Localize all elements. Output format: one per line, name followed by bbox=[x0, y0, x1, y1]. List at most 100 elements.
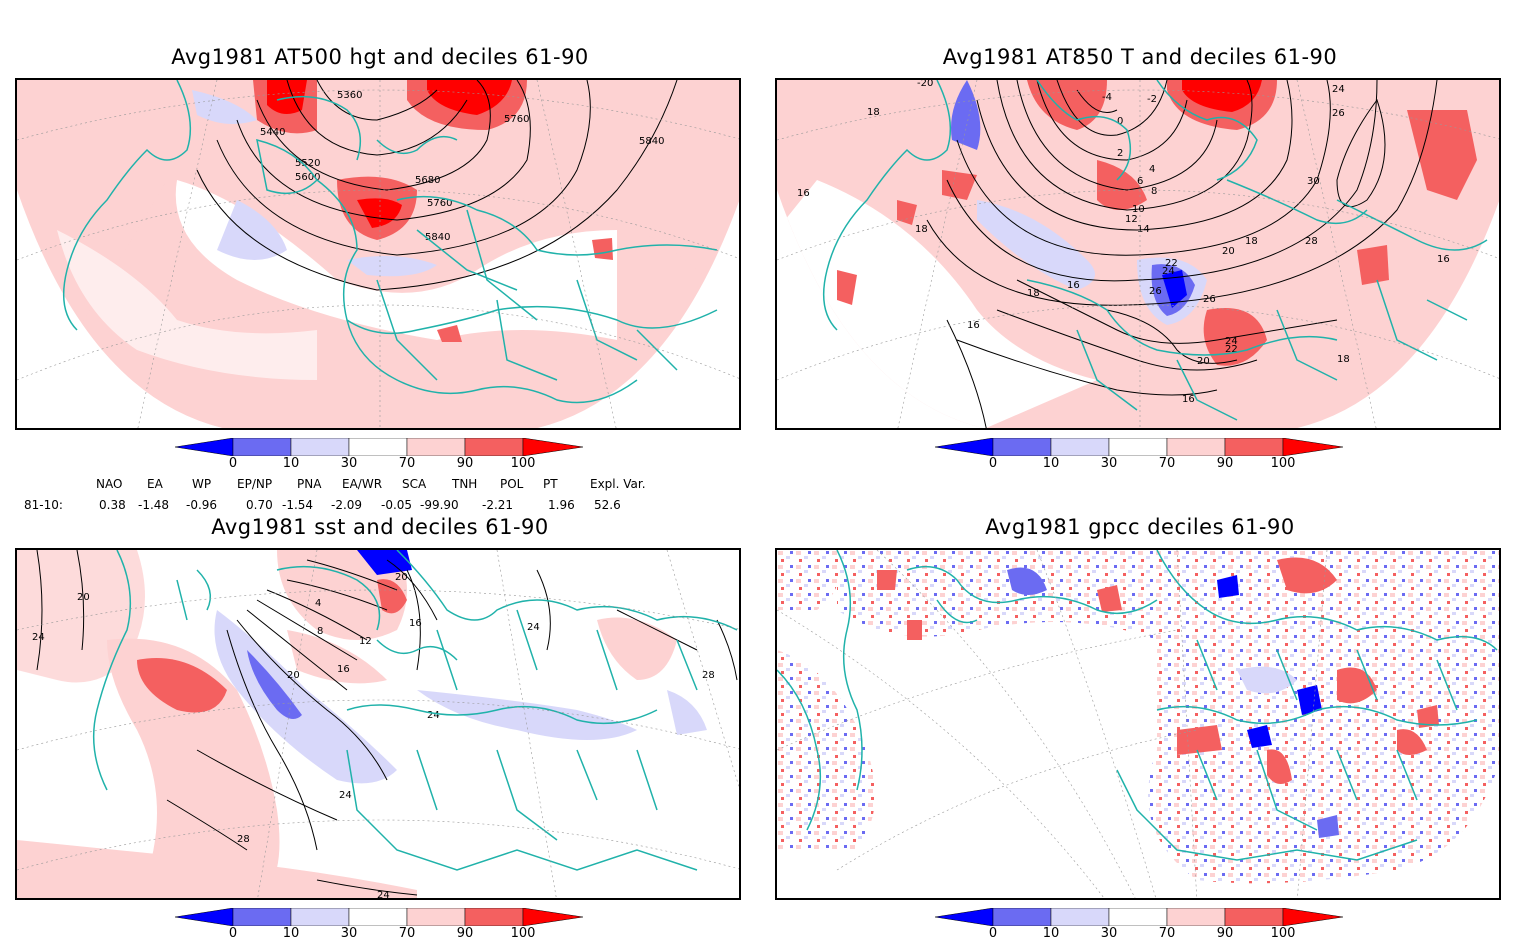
index-header: PNA bbox=[297, 477, 322, 491]
contour-label: 12 bbox=[359, 636, 372, 647]
panel-title-at500: Avg1981 AT500 hgt and deciles 61-90 bbox=[171, 45, 589, 69]
index-value: -99.90 bbox=[420, 498, 459, 512]
contour-label: 5360 bbox=[337, 90, 362, 101]
index-value: -0.05 bbox=[381, 498, 413, 512]
map-gpcc bbox=[775, 548, 1501, 900]
contour-label: 16 bbox=[1182, 394, 1195, 405]
index-header: SCA bbox=[402, 477, 427, 491]
contour-label: 28 bbox=[702, 670, 715, 681]
contour-label: 22 bbox=[1225, 344, 1238, 355]
colorbar-label: 30 bbox=[1100, 456, 1118, 471]
contour-label: 5680 bbox=[415, 175, 440, 186]
colorbar-label: 70 bbox=[398, 926, 416, 941]
index-header: TNH bbox=[452, 477, 478, 491]
index-header: NAO bbox=[96, 477, 123, 491]
contour-label: 16 bbox=[797, 188, 810, 199]
index-value: -0.96 bbox=[186, 498, 218, 512]
colorbar-label: 30 bbox=[340, 926, 358, 941]
index-header: PT bbox=[543, 477, 558, 491]
contour-label: 14 bbox=[1137, 224, 1150, 235]
contour-label: 5520 bbox=[295, 158, 320, 169]
contour-label: -20 bbox=[917, 80, 933, 89]
contour-label: 30 bbox=[1307, 176, 1320, 187]
contour-label: 18 bbox=[867, 107, 880, 118]
index-header: POL bbox=[500, 477, 524, 491]
colorbar-at500: 0 10 30 70 90 100 bbox=[175, 438, 595, 478]
colorbar-sst: 0 10 30 70 90 100 bbox=[175, 908, 595, 948]
contour-label: 8 bbox=[1151, 186, 1157, 197]
panel-title-at850: Avg1981 AT850 T and deciles 61-90 bbox=[942, 45, 1338, 69]
contour-label: 18 bbox=[1027, 288, 1040, 299]
contour-label: 5440 bbox=[260, 127, 285, 138]
contour-label: 18 bbox=[1245, 236, 1258, 247]
contour-label: 24 bbox=[377, 890, 390, 900]
colorbar-label: 10 bbox=[1042, 456, 1060, 471]
index-row-label: 81-10: bbox=[24, 498, 63, 512]
colorbar-label: 0 bbox=[228, 926, 238, 941]
colorbar-label: 100 bbox=[1270, 456, 1296, 471]
contour-label: 5840 bbox=[639, 136, 664, 147]
contour-label: 24 bbox=[339, 790, 352, 801]
index-header: WP bbox=[192, 477, 212, 491]
colorbar-label: 10 bbox=[282, 456, 300, 471]
colorbar-label: 0 bbox=[988, 926, 998, 941]
contour-label: 26 bbox=[1149, 286, 1162, 297]
index-value: 0.70 bbox=[246, 498, 273, 512]
colorbar-label: 100 bbox=[1270, 926, 1296, 941]
contour-label: 0 bbox=[1117, 116, 1123, 127]
index-value: -2.09 bbox=[331, 498, 363, 512]
contour-label: 20 bbox=[395, 572, 408, 583]
contour-label: 28 bbox=[237, 834, 250, 845]
colorbar-label: 90 bbox=[456, 926, 474, 941]
contour-label: 18 bbox=[915, 224, 928, 235]
contour-label: 22 bbox=[1165, 258, 1178, 269]
index-value: -2.21 bbox=[482, 498, 514, 512]
contour-label: 16 bbox=[337, 664, 350, 675]
index-header: EP/NP bbox=[237, 477, 273, 491]
map-at500: 5360 5440 5520 5600 5680 5760 5760 5840 … bbox=[15, 78, 741, 430]
contour-label: 26 bbox=[1332, 108, 1345, 119]
contour-label: 26 bbox=[1203, 294, 1216, 305]
contour-label: 8 bbox=[317, 626, 323, 637]
contour-label: 24 bbox=[1332, 84, 1345, 95]
contour-label: 12 bbox=[1125, 214, 1138, 225]
contour-label: 5760 bbox=[427, 198, 452, 209]
colorbar-label: 70 bbox=[398, 456, 416, 471]
colorbar-label: 30 bbox=[1100, 926, 1118, 941]
index-value: 0.38 bbox=[99, 498, 126, 512]
contour-label: 24 bbox=[527, 622, 540, 633]
panel-title-sst: Avg1981 sst and deciles 61-90 bbox=[211, 515, 549, 539]
colorbar-label: 0 bbox=[988, 456, 998, 471]
contour-label: 18 bbox=[1337, 354, 1350, 365]
contour-label: 16 bbox=[1437, 254, 1450, 265]
panel-title-gpcc: Avg1981 gpcc deciles 61-90 bbox=[985, 515, 1295, 539]
colorbar-label: 90 bbox=[1216, 456, 1234, 471]
contour-label: 5840 bbox=[425, 232, 450, 243]
index-header: EA bbox=[147, 477, 163, 491]
contour-label: 28 bbox=[1305, 236, 1318, 247]
contour-label: 2 bbox=[1117, 148, 1123, 159]
colorbar-label: 0 bbox=[228, 456, 238, 471]
index-header: Expl. Var. bbox=[590, 477, 646, 491]
index-value: 1.96 bbox=[548, 498, 575, 512]
contour-label: 4 bbox=[1149, 164, 1155, 175]
contour-label: 20 bbox=[287, 670, 300, 681]
contour-label: 24 bbox=[1162, 266, 1175, 277]
contour-label: 4 bbox=[315, 598, 321, 609]
index-value: 52.6 bbox=[594, 498, 621, 512]
index-header: EA/WR bbox=[342, 477, 383, 491]
index-value: -1.54 bbox=[282, 498, 314, 512]
contour-label: 24 bbox=[427, 710, 440, 721]
contour-label: 16 bbox=[1067, 280, 1080, 291]
colorbar-label: 10 bbox=[282, 926, 300, 941]
contour-label: 20 bbox=[1222, 246, 1235, 257]
contour-label: 20 bbox=[1197, 356, 1210, 367]
colorbar-label: 100 bbox=[510, 926, 536, 941]
contour-label: 10 bbox=[1132, 204, 1145, 215]
colorbar-label: 100 bbox=[510, 456, 536, 471]
colorbar-label: 10 bbox=[1042, 926, 1060, 941]
colorbar-label: 90 bbox=[456, 456, 474, 471]
contour-label: 24 bbox=[32, 632, 45, 643]
colorbar-label: 30 bbox=[340, 456, 358, 471]
map-at850: -20 -4 -2 0 2 4 6 8 10 12 14 16 16 16 18… bbox=[775, 78, 1501, 430]
